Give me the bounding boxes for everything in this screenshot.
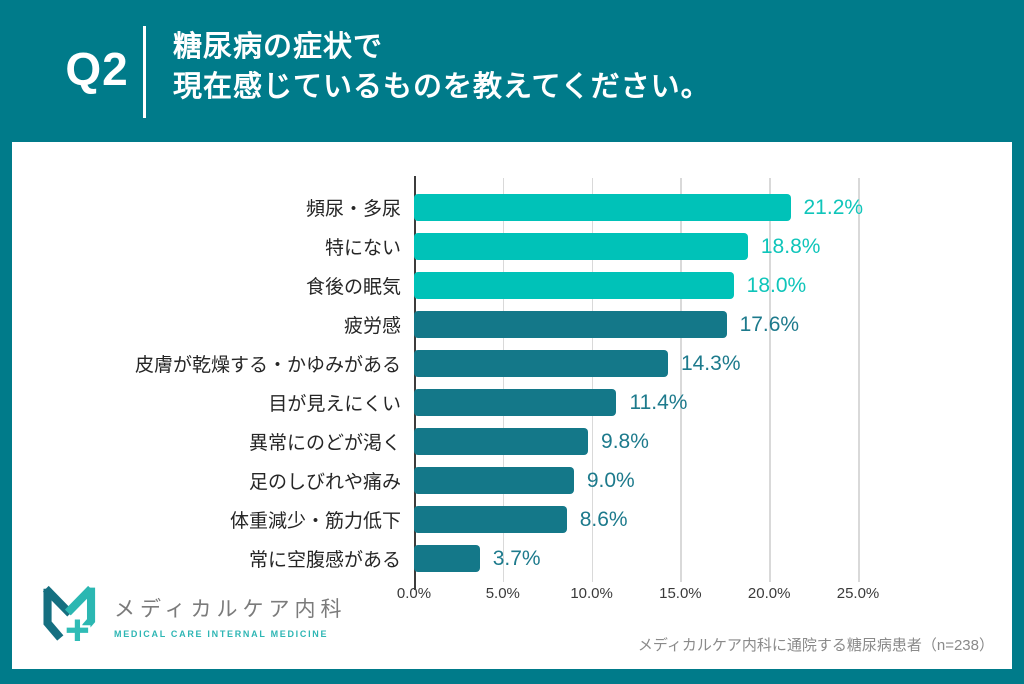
chart-row: 食後の眠気 18.0% [12,266,1012,305]
bar-track: 21.2% [414,194,1012,221]
value-label: 18.0% [746,273,807,297]
value-label: 11.4% [629,390,688,414]
bar [414,506,567,533]
title-line-2: 現在感じているものを教えてください。 [173,71,711,103]
value-label: 3.7% [492,546,541,570]
bar [414,545,480,572]
value-label: 9.8% [601,429,649,453]
category-label: 足のしびれや痛み [248,472,401,493]
x-tick-label: 25.0% [836,585,880,602]
category-label: 食後の眠気 [305,277,401,298]
chart-row: 異常にのどが渇く 9.8% [12,422,1012,461]
chart-row: 疲労感 17.6% [12,305,1012,344]
chart-row: 体重減少・筋力低下 8.6% [12,500,1012,539]
chart-row: 常に空腹感がある 3.7% [12,539,1012,578]
bar-track: 18.8% [414,233,1012,260]
bar-track: 9.8% [414,428,1012,455]
chart-row: 特にない 18.8% [12,227,1012,266]
category-label: 特にない [324,238,401,259]
category-label: 異常にのどが渇く [248,433,401,454]
bar [414,428,589,455]
logo-text: メディカルケア内科 MEDICAL CARE INTERNAL MEDICINE [114,593,347,639]
bar [414,311,727,338]
x-tick-label: 20.0% [747,585,791,602]
page-title: 糖尿病の症状で現在感じているものを教えてください。 [173,27,711,107]
category-label: 頻尿・多尿 [305,199,401,220]
logo-name-jp: メディカルケア内科 [114,598,347,621]
x-tick-label: 15.0% [659,585,702,602]
bar-track: 14.3% [414,350,1012,377]
value-label: 14.3% [680,351,741,375]
bar-track: 9.0% [414,467,1012,494]
chart-card: 頻尿・多尿 21.2% 特にない 18.8% 食後の眠気 18.0% 疲労感 1… [12,142,1012,669]
chart-row: 頻尿・多尿 21.2% [12,188,1012,227]
category-label: 皮膚が乾燥する・かゆみがある [134,355,401,376]
x-tick-label: 10.0% [570,585,613,602]
category-label: 疲労感 [343,316,401,337]
chart-row: 皮膚が乾燥する・かゆみがある 14.3% [12,344,1012,383]
x-tick-label: 5.0% [485,585,520,602]
category-label: 常に空腹感がある [248,550,401,571]
chart-row: 目が見えにくい 11.4% [12,383,1012,422]
source-note: メディカルケア内科に通院する糖尿病患者（n=238） [637,637,994,654]
logo: メディカルケア内科 MEDICAL CARE INTERNAL MEDICINE [40,584,347,648]
bar-track: 3.7% [414,545,1012,572]
value-label: 17.6% [739,312,800,336]
logo-mark-icon [42,585,96,644]
title-line-1: 糖尿病の症状で [173,31,384,63]
bar [414,350,668,377]
chart-row: 足のしびれや痛み 9.0% [12,461,1012,500]
value-label: 21.2% [803,195,864,219]
bar-track: 11.4% [414,389,1012,416]
category-label: 目が見えにくい [268,394,401,415]
bar [414,389,617,416]
value-label: 9.0% [586,468,635,492]
value-label: 8.6% [579,507,628,531]
x-axis-ticks: 0.0% 5.0% 10.0% 15.0% 20.0% 25.0% [397,585,879,605]
category-label: 体重減少・筋力低下 [229,511,401,532]
logo-name-en: MEDICAL CARE INTERNAL MEDICINE [114,629,329,639]
value-label: 18.8% [760,234,821,258]
bar [414,467,574,494]
bar-track: 18.0% [414,272,1012,299]
bar-track: 17.6% [414,311,1012,338]
header: Q2 糖尿病の症状で現在感じているものを教えてください。 [0,0,1024,142]
x-tick-label: 0.0% [396,585,432,602]
question-number: Q2 [65,43,129,95]
header-divider [143,26,146,118]
plot-rows: 頻尿・多尿 21.2% 特にない 18.8% 食後の眠気 18.0% 疲労感 1… [12,188,1012,578]
bar [414,272,734,299]
bar [414,233,748,260]
bar [414,194,791,221]
bar-track: 8.6% [414,506,1012,533]
